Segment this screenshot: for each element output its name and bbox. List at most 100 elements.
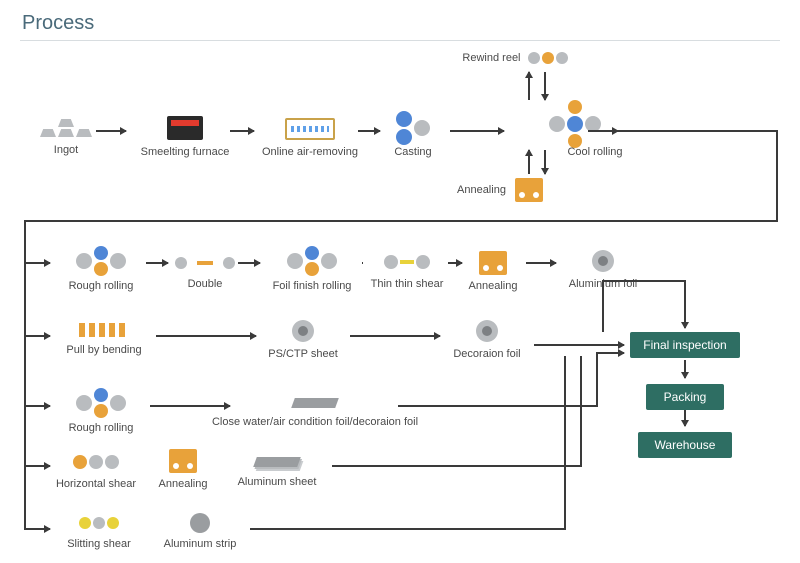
node-annealing-2: Annealing (460, 250, 526, 292)
node-close-foil: Close water/air condition foil/decoraion… (180, 394, 450, 428)
node-label: Double (170, 278, 240, 290)
node-label: Close water/air condition foil/decoraion… (180, 416, 450, 428)
node-label: Casting (378, 146, 448, 158)
node-ingot: Ingot (38, 116, 94, 156)
connector (250, 528, 566, 530)
connector (24, 220, 778, 222)
trunk (24, 220, 26, 530)
node-rough-rolling-2: Rough rolling (54, 388, 148, 434)
arrow (588, 130, 618, 132)
anneal-icon (515, 178, 543, 202)
node-label: Rough rolling (54, 422, 148, 434)
connector (776, 130, 778, 222)
node-smelting: Smeelting furnace (130, 114, 240, 158)
node-thin-shear: Thin thin shear (364, 250, 450, 290)
node-label: Rough rolling (54, 280, 148, 292)
node-label: Annealing (150, 478, 216, 490)
node-label: Ingot (38, 144, 94, 156)
arrow (350, 335, 440, 337)
connector (602, 280, 604, 332)
connector (602, 280, 686, 282)
sheet-stack-icon (222, 452, 332, 472)
arrow (146, 262, 168, 264)
node-double: Double (170, 252, 240, 290)
node-label: Annealing (457, 184, 506, 196)
arrow (230, 130, 254, 132)
arrow (238, 262, 260, 264)
node-label: Pull by bending (54, 344, 154, 356)
node-label: Horizontal shear (46, 478, 146, 490)
connector (564, 356, 566, 530)
thinshear-icon (364, 250, 450, 274)
arrow (596, 352, 624, 354)
arrow (528, 72, 530, 100)
node-aluminum-strip: Aluminum strip (150, 512, 250, 550)
slit-icon (54, 512, 144, 534)
arrow (24, 528, 50, 530)
arrow (24, 405, 50, 407)
coolroll-icon (510, 106, 640, 142)
connector (362, 262, 363, 264)
node-label: Cool rolling (550, 146, 640, 158)
furnace-icon (130, 114, 240, 142)
connector (618, 130, 778, 132)
double-icon (170, 252, 240, 274)
anneal-icon (460, 250, 526, 276)
arrow (528, 150, 530, 174)
node-foil-finish: Foil finish rolling (262, 246, 362, 292)
divider (20, 40, 780, 41)
arrow (684, 360, 686, 378)
pull-icon (54, 320, 154, 340)
arrow (544, 150, 546, 174)
ingot-icon (38, 116, 94, 140)
node-horizontal-shear: Horizontal shear (46, 450, 146, 490)
bars-icon (250, 116, 370, 142)
arrow (96, 130, 126, 132)
node-label: Slitting shear (54, 538, 144, 550)
connector (332, 465, 582, 467)
connector (580, 356, 582, 467)
arrow (358, 130, 380, 132)
node-label: Thin thin shear (364, 278, 450, 290)
flowchart-canvas: Ingot Smeelting furnace Online air-remov… (10, 50, 790, 553)
arrow (684, 280, 686, 328)
node-casting: Casting (378, 114, 448, 158)
node-slitting-shear: Slitting shear (54, 512, 144, 550)
node-label: Smeelting furnace (130, 146, 240, 158)
coil-icon (442, 318, 532, 344)
arrow (24, 335, 50, 337)
arrow (156, 335, 256, 337)
arrow (684, 410, 686, 426)
arrow (534, 344, 624, 346)
node-rewind: Rewind reel (460, 52, 570, 64)
node-label: Annealing (460, 280, 526, 292)
arrow (24, 262, 50, 264)
node-pull-bending: Pull by bending (54, 320, 154, 356)
node-label: Aluminum sheet (222, 476, 332, 488)
rollmill-icon (54, 246, 148, 276)
node-label: Rewind reel (462, 52, 520, 64)
stage-final-inspection: Final inspection (630, 332, 740, 358)
rewind-icon (528, 52, 568, 64)
rollmill-icon (262, 246, 362, 276)
node-aluminum-sheet: Aluminum sheet (222, 452, 332, 488)
connector (398, 405, 598, 407)
coil-icon (258, 318, 348, 344)
node-label: Decoraion foil (442, 348, 532, 360)
node-label: Online air-removing (250, 146, 370, 158)
node-psctp: PS/CTP sheet (258, 318, 348, 360)
strip-icon (150, 512, 250, 534)
node-decor-foil: Decoraion foil (442, 318, 532, 360)
anneal-icon (150, 448, 216, 474)
arrow (526, 262, 556, 264)
node-air-removing: Online air-removing (250, 116, 370, 158)
casting-icon (378, 114, 448, 142)
sheet-icon (180, 394, 450, 412)
node-label: Aluminum strip (150, 538, 250, 550)
stage-packing: Packing (646, 384, 724, 410)
rollmill-icon (54, 388, 148, 418)
node-label: PS/CTP sheet (258, 348, 348, 360)
node-label: Foil finish rolling (262, 280, 362, 292)
node-annealing-1: Annealing (450, 178, 550, 202)
page-title: Process (22, 12, 94, 35)
